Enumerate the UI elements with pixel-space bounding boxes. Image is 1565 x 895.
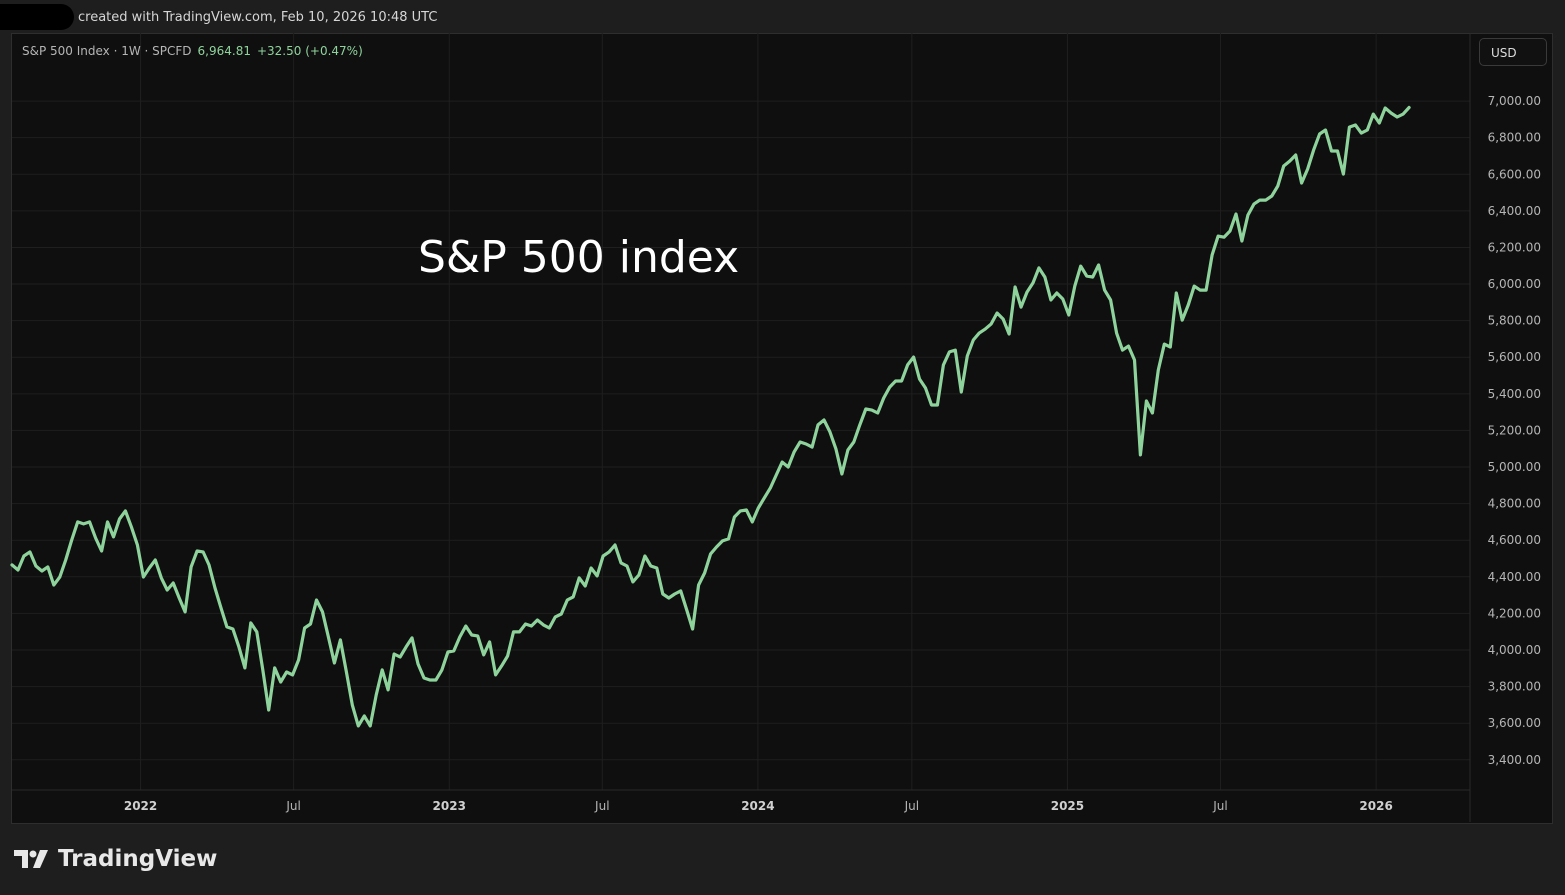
price-change: +32.50 (+0.47%)	[256, 44, 363, 58]
y-tick-label: 4,400.00	[1488, 570, 1541, 584]
x-tick-label: 2025	[1051, 799, 1084, 813]
y-tick-label: 3,600.00	[1488, 716, 1541, 730]
y-tick-label: 4,200.00	[1488, 606, 1541, 620]
top-bar: created with TradingView.com, Feb 10, 20…	[0, 0, 1565, 33]
y-tick-label: 4,600.00	[1488, 533, 1541, 547]
tradingview-logo[interactable]: TradingView	[14, 846, 217, 872]
y-tick-label: 6,600.00	[1488, 167, 1541, 181]
chart-pane[interactable]	[11, 33, 1553, 824]
chart-annotation: S&P 500 index	[418, 232, 740, 283]
y-tick-label: 5,400.00	[1488, 387, 1541, 401]
redacted-username	[0, 4, 74, 30]
y-tick-label: 4,000.00	[1488, 643, 1541, 657]
x-tick-label: Jul	[285, 799, 300, 813]
tradingview-logo-icon	[14, 850, 48, 868]
x-tick-label: 2024	[741, 799, 774, 813]
y-tick-label: 5,800.00	[1488, 314, 1541, 328]
y-tick-label: 5,200.00	[1488, 423, 1541, 437]
currency-button[interactable]: USD	[1479, 38, 1547, 66]
y-tick-label: 5,600.00	[1488, 350, 1541, 364]
symbol-title[interactable]: S&P 500 Index · 1W · SPCFD	[22, 44, 192, 58]
last-price: 6,964.81	[197, 44, 251, 58]
y-tick-label: 5,000.00	[1488, 460, 1541, 474]
y-tick-label: 3,800.00	[1488, 680, 1541, 694]
y-tick-label: 6,200.00	[1488, 240, 1541, 254]
x-tick-label: 2022	[124, 799, 157, 813]
symbol-legend: S&P 500 Index · 1W · SPCFD 6,964.81 +32.50…	[22, 44, 363, 58]
created-with-text: created with TradingView.com, Feb 10, 20…	[78, 10, 438, 25]
y-tick-label: 6,400.00	[1488, 204, 1541, 218]
x-tick-label: 2026	[1359, 799, 1392, 813]
x-tick-label: Jul	[1212, 799, 1227, 813]
x-tick-label: Jul	[594, 799, 609, 813]
y-tick-label: 6,800.00	[1488, 131, 1541, 145]
y-tick-label: 3,400.00	[1488, 753, 1541, 767]
y-tick-label: 6,000.00	[1488, 277, 1541, 291]
y-tick-label: 7,000.00	[1488, 94, 1541, 108]
y-tick-label: 4,800.00	[1488, 497, 1541, 511]
price-line	[10, 105, 1411, 728]
x-tick-label: 2023	[433, 799, 466, 813]
x-tick-label: Jul	[904, 799, 919, 813]
tradingview-brand: TradingView	[58, 846, 218, 872]
